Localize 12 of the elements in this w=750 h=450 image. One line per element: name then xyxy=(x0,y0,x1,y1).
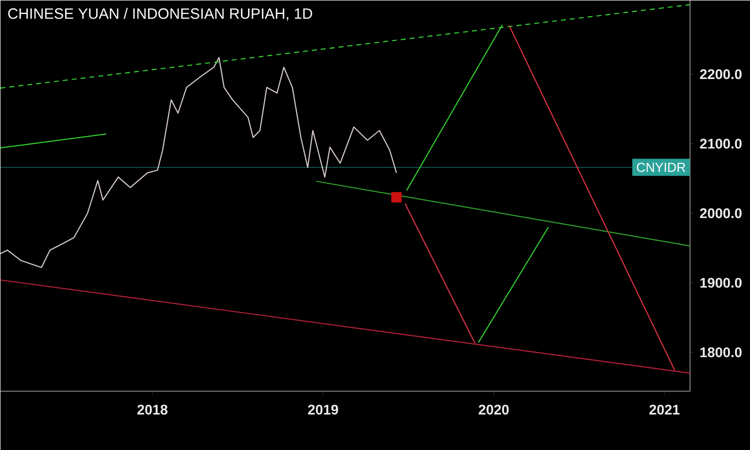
y-tick-label: 2200.0 xyxy=(700,69,742,80)
y-tick-label: 1800.0 xyxy=(700,347,742,358)
x-tick-label: 2021 xyxy=(649,404,680,414)
y-tick-label: 2000.0 xyxy=(700,208,742,218)
y-tick-label: 2100.0 xyxy=(700,138,742,149)
y-tick-label: 1900.0 xyxy=(700,278,742,288)
x-tick-label: 2020 xyxy=(478,404,509,414)
x-tick-label: 2019 xyxy=(308,404,338,414)
ref-line-label: CNYIDR xyxy=(636,162,686,172)
line-series xyxy=(0,56,398,268)
chart-title: CHINESE YUAN / INDONESIAN RUPIAH, 1D xyxy=(8,8,312,21)
x-tick-label: 2018 xyxy=(137,404,168,414)
